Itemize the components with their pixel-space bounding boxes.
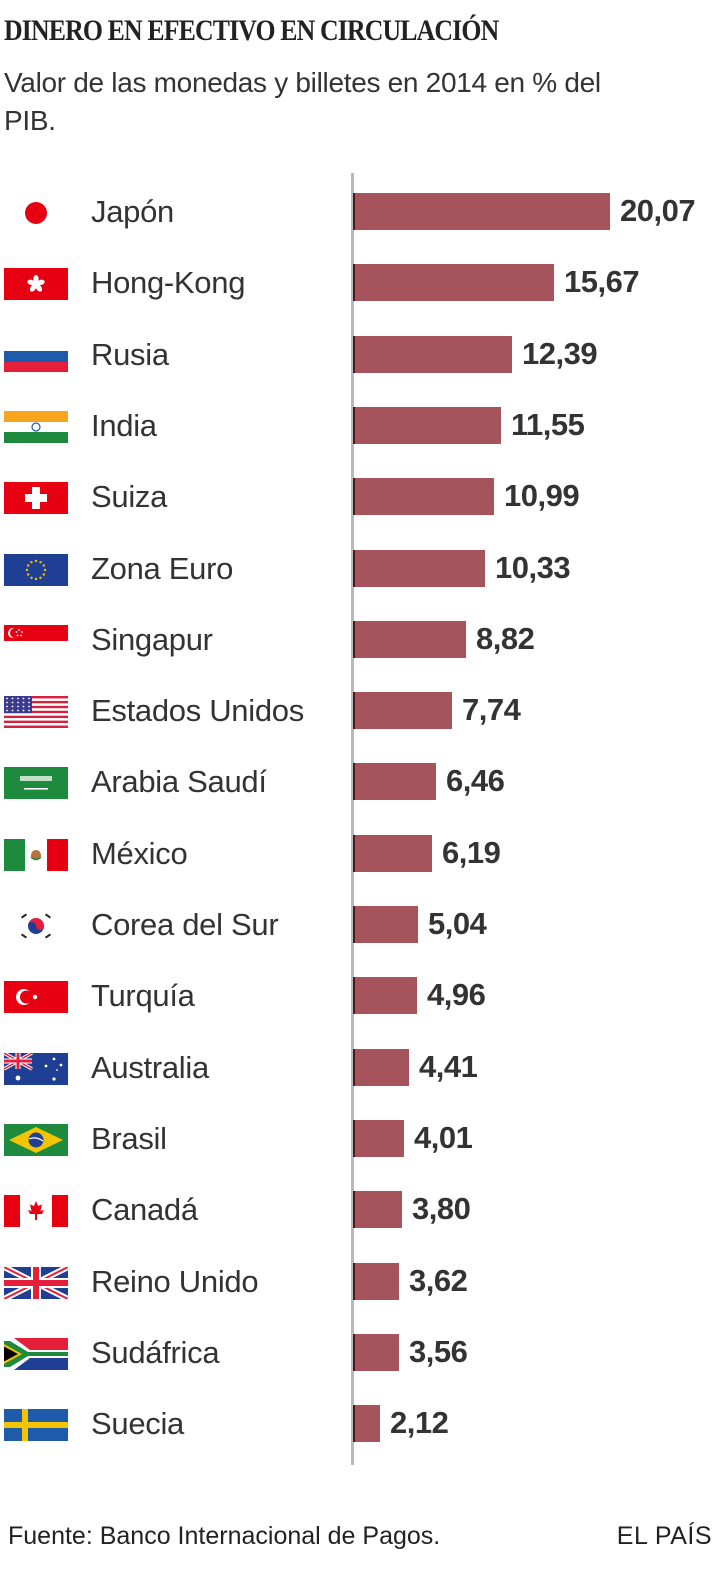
bar-row: Brasil 4,01 bbox=[0, 1119, 720, 1159]
country-label: Japón bbox=[91, 194, 174, 229]
eu-flag-icon bbox=[4, 553, 68, 586]
bar bbox=[353, 763, 436, 801]
country-label: Reino Unido bbox=[91, 1263, 259, 1299]
value-label: 10,99 bbox=[504, 478, 580, 514]
bar bbox=[353, 1333, 399, 1371]
canada-flag-icon bbox=[4, 1195, 68, 1228]
bar bbox=[353, 478, 494, 516]
bar bbox=[353, 620, 466, 658]
value-label: 12,39 bbox=[522, 335, 598, 371]
sweden-flag-icon bbox=[4, 1409, 68, 1442]
value-label: 11,55 bbox=[511, 406, 585, 442]
bar-row: Singapur 8,82 bbox=[0, 620, 720, 660]
bar-row: Australia 4,41 bbox=[0, 1048, 720, 1088]
country-label: Arabia Saudí bbox=[91, 764, 267, 800]
bar bbox=[353, 906, 418, 943]
mexico-flag-icon bbox=[4, 838, 68, 871]
country-label: Hong-Kong bbox=[91, 265, 246, 301]
value-label: 4,96 bbox=[427, 977, 486, 1013]
hong-kong-flag-icon bbox=[4, 268, 68, 301]
value-label: 3,62 bbox=[409, 1262, 468, 1298]
bar bbox=[353, 1048, 409, 1086]
bar bbox=[353, 692, 452, 730]
bar bbox=[353, 977, 417, 1015]
brazil-flag-icon bbox=[4, 1123, 68, 1156]
bar bbox=[353, 335, 512, 373]
value-label: 3,80 bbox=[412, 1191, 471, 1227]
south-korea-flag-icon bbox=[4, 910, 68, 942]
bar bbox=[353, 193, 610, 230]
source-note: Fuente: Banco Internacional de Pagos. bbox=[8, 1522, 441, 1550]
usa-flag-icon bbox=[4, 696, 68, 729]
bar bbox=[353, 264, 554, 302]
australia-flag-icon bbox=[4, 1052, 68, 1085]
bar-row: Sudáfrica 3,56 bbox=[0, 1333, 720, 1373]
switzerland-flag-icon bbox=[4, 482, 68, 515]
bar-row: Hong-Kong 15,67 bbox=[0, 263, 720, 303]
value-label: 6,46 bbox=[446, 763, 505, 799]
india-flag-icon bbox=[4, 410, 68, 443]
russia-flag-icon bbox=[4, 339, 68, 372]
country-label: Estados Unidos bbox=[91, 693, 304, 729]
value-label: 7,74 bbox=[462, 692, 521, 728]
country-label: Corea del Sur bbox=[91, 907, 279, 942]
country-label: Singapur bbox=[91, 621, 213, 657]
bar-row: Arabia Saudí 6,46 bbox=[0, 762, 720, 802]
brand-logo: EL PAÍS bbox=[616, 1522, 712, 1550]
bar bbox=[353, 1262, 399, 1300]
bar-row: Estados Unidos 7,74 bbox=[0, 691, 720, 731]
country-label: Suiza bbox=[91, 479, 168, 515]
bar bbox=[353, 1119, 404, 1157]
value-label: 8,82 bbox=[476, 620, 535, 656]
bar bbox=[353, 549, 485, 587]
singapore-flag-icon bbox=[4, 624, 68, 657]
value-label: 4,41 bbox=[419, 1048, 478, 1084]
japan-flag-icon bbox=[4, 197, 68, 229]
turkey-flag-icon bbox=[4, 981, 68, 1014]
value-label: 2,12 bbox=[390, 1405, 449, 1441]
value-label: 4,01 bbox=[414, 1119, 473, 1155]
value-label: 3,56 bbox=[409, 1333, 468, 1369]
bar-row: Suiza 10,99 bbox=[0, 477, 720, 517]
country-label: Australia bbox=[91, 1049, 209, 1085]
bar-row: México 6,19 bbox=[0, 834, 720, 874]
uk-flag-icon bbox=[4, 1266, 68, 1299]
bar-row: Canadá 3,80 bbox=[0, 1190, 720, 1230]
chart-title: DINERO EN EFECTIVO EN CIRCULACIÓN bbox=[4, 14, 499, 47]
bar-row: Suecia 2,12 bbox=[0, 1404, 720, 1444]
chart-subtitle: Valor de las monedas y billetes en 2014 … bbox=[4, 67, 601, 136]
bar-row: Japón 20,07 bbox=[0, 192, 720, 232]
value-label: 5,04 bbox=[428, 906, 487, 941]
bar bbox=[353, 1191, 402, 1229]
bar-row: Corea del Sur 5,04 bbox=[0, 905, 720, 945]
country-label: Sudáfrica bbox=[91, 1334, 220, 1370]
bar-row: Rusia 12,39 bbox=[0, 335, 720, 375]
value-label: 15,67 bbox=[564, 264, 640, 300]
country-label: Zona Euro bbox=[91, 550, 234, 586]
country-label: México bbox=[91, 835, 188, 871]
country-label: Brasil bbox=[91, 1120, 167, 1156]
bar-row: India 11,55 bbox=[0, 406, 720, 446]
south-africa-flag-icon bbox=[4, 1337, 68, 1370]
value-label: 10,33 bbox=[495, 549, 571, 585]
country-label: Turquía bbox=[91, 978, 195, 1014]
bar bbox=[353, 1405, 380, 1443]
country-label: India bbox=[91, 407, 157, 443]
country-label: Canadá bbox=[91, 1192, 198, 1228]
bar-row: Zona Euro 10,33 bbox=[0, 549, 720, 589]
value-label: 6,19 bbox=[442, 834, 501, 870]
saudi-arabia-flag-icon bbox=[4, 767, 68, 800]
country-label: Suecia bbox=[91, 1406, 184, 1442]
y-axis-line bbox=[351, 173, 354, 1465]
bar-row: Reino Unido 3,62 bbox=[0, 1262, 720, 1302]
value-label: 20,07 bbox=[620, 193, 696, 228]
bar bbox=[353, 834, 432, 872]
bar-row: Turquía 4,96 bbox=[0, 976, 720, 1016]
bar bbox=[353, 406, 501, 444]
country-label: Rusia bbox=[91, 336, 169, 372]
